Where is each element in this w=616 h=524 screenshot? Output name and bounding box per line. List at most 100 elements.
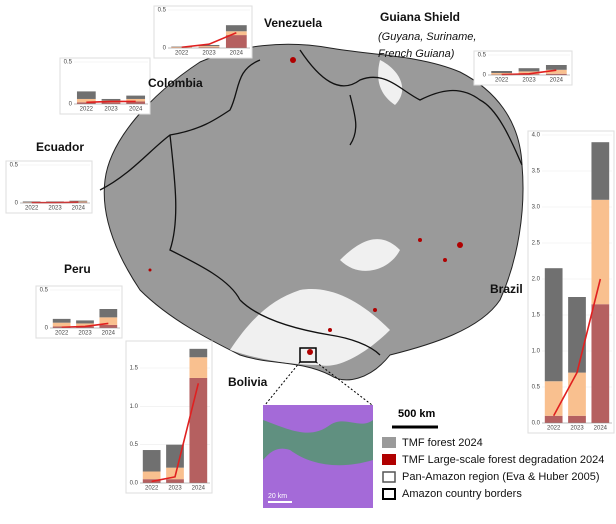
bar-segment <box>99 324 118 328</box>
x-tick-label: 2024 <box>192 486 206 492</box>
y-tick-label: 1.0 <box>130 404 139 410</box>
inset-chart: 0 0.5 2022 2023 2024 <box>153 5 253 59</box>
x-tick-label: 2023 <box>168 486 182 492</box>
legend-swatch <box>382 454 396 465</box>
y-tick-label: 0 <box>483 73 487 79</box>
y-tick-label: 3.5 <box>532 169 541 175</box>
bar-segment <box>545 65 567 70</box>
trend-line <box>151 383 200 483</box>
bar-segment <box>76 102 96 104</box>
x-tick-label: 2023 <box>104 107 118 113</box>
trend-line <box>61 322 109 329</box>
legend: TMF forest 2024 TMF Large-scale forest d… <box>382 437 604 500</box>
y-tick-label: 2.5 <box>532 241 541 247</box>
bar-segment <box>69 201 88 203</box>
bar-segment <box>76 98 96 103</box>
inset-chart: 0 0.5 2022 2023 2024 <box>5 160 93 214</box>
bar-segment <box>568 297 586 373</box>
bar-segment <box>166 467 184 480</box>
trend-line <box>86 100 136 104</box>
y-tick-label: 0.5 <box>478 53 487 59</box>
bar-segment <box>101 98 121 101</box>
inset-chart: 0.0 0.5 1.0 1.5 2.0 2.5 3.0 3.5 4.0 2022 2023 2024 <box>527 130 615 434</box>
chart-panel <box>5 160 93 214</box>
bar-segment <box>52 318 71 323</box>
y-tick-label: 4.0 <box>532 133 541 139</box>
map-scalebar-label: 500 km <box>398 408 436 420</box>
y-tick-label: 0 <box>15 201 19 207</box>
inset-chart: 0.0 0.5 1.0 1.5 2022 2023 2024 <box>125 340 213 494</box>
chart-panel <box>59 57 151 115</box>
x-tick-label: 2022 <box>495 78 509 84</box>
map: 20 km 500 km <box>99 43 524 508</box>
x-tick-label: 2022 <box>547 426 561 432</box>
bar-segment <box>518 71 540 75</box>
bar-segment <box>171 46 193 48</box>
bar-segment <box>568 415 586 423</box>
y-tick-label: 0 <box>163 46 167 52</box>
bar-segment <box>545 73 567 75</box>
bar-segment <box>568 372 586 416</box>
legend-label: Amazon country borders <box>402 488 522 500</box>
bar-segment <box>545 69 567 74</box>
bar-segment <box>544 381 563 416</box>
x-tick-label: 2024 <box>129 107 143 113</box>
bar-segment <box>76 91 96 99</box>
x-tick-label: 2024 <box>72 206 86 212</box>
bar-segment <box>225 25 247 32</box>
bar-segment <box>198 47 220 48</box>
x-tick-label: 2022 <box>25 206 39 212</box>
y-tick-label: 1.0 <box>532 349 541 355</box>
y-tick-label: 0 <box>45 326 49 332</box>
bar-segment <box>52 326 71 328</box>
y-tick-label: 1.5 <box>130 366 139 372</box>
pan-amazon-region <box>103 43 524 381</box>
inset-chart: 0 0.5 2022 2023 2024 <box>59 57 151 115</box>
y-tick-label: 0.0 <box>532 421 541 427</box>
y-tick-label: 0 <box>69 102 73 108</box>
bar-segment <box>101 102 121 104</box>
bar-segment <box>126 98 146 102</box>
bar-segment <box>126 95 146 99</box>
region-label: Venezuela <box>264 16 322 30</box>
y-tick-label: 0.0 <box>130 481 139 487</box>
bar-segment <box>99 317 118 325</box>
y-tick-label: 3.0 <box>532 205 541 211</box>
x-tick-label: 2022 <box>55 331 69 337</box>
bar-segment <box>544 268 563 382</box>
x-tick-label: 2023 <box>522 78 536 84</box>
region-label: Colombia <box>148 76 203 90</box>
bar-segment <box>544 415 563 423</box>
bar-segment <box>591 142 610 200</box>
bar-segment <box>225 35 247 48</box>
y-tick-label: 0.5 <box>532 385 541 391</box>
bar-segment <box>126 101 146 104</box>
y-tick-label: 2.0 <box>532 277 541 283</box>
region-label: Ecuador <box>36 140 84 154</box>
bar-segment <box>142 450 161 472</box>
x-tick-label: 2023 <box>48 206 62 212</box>
x-tick-label: 2023 <box>570 426 584 432</box>
trend-line <box>552 278 602 417</box>
satellite-inset-vegetation <box>263 420 373 466</box>
bar-segment <box>189 357 208 378</box>
bar-segment <box>518 68 540 72</box>
bar-segment <box>189 348 208 358</box>
x-tick-label: 2023 <box>78 331 92 337</box>
y-tick-label: 0.5 <box>40 288 49 294</box>
legend-label: TMF Large-scale forest degradation 2024 <box>402 454 604 466</box>
y-tick-label: 0.5 <box>158 8 167 14</box>
inset-chart: 0 0.5 2022 2023 2024 <box>473 50 573 86</box>
region-label: Guiana Shield <box>380 10 460 24</box>
bar-segment <box>198 46 220 48</box>
bar-segment <box>166 444 184 468</box>
region-subtitle: (Guyana, Suriname, French Guiana) <box>378 31 477 60</box>
bar-segment <box>142 471 161 480</box>
legend-swatch <box>382 471 396 483</box>
x-tick-label: 2022 <box>80 107 94 113</box>
x-tick-label: 2024 <box>550 78 564 84</box>
bar-segment <box>76 320 94 324</box>
inset-scalebar-label: 20 km <box>268 493 287 500</box>
bar-segment <box>491 71 513 73</box>
